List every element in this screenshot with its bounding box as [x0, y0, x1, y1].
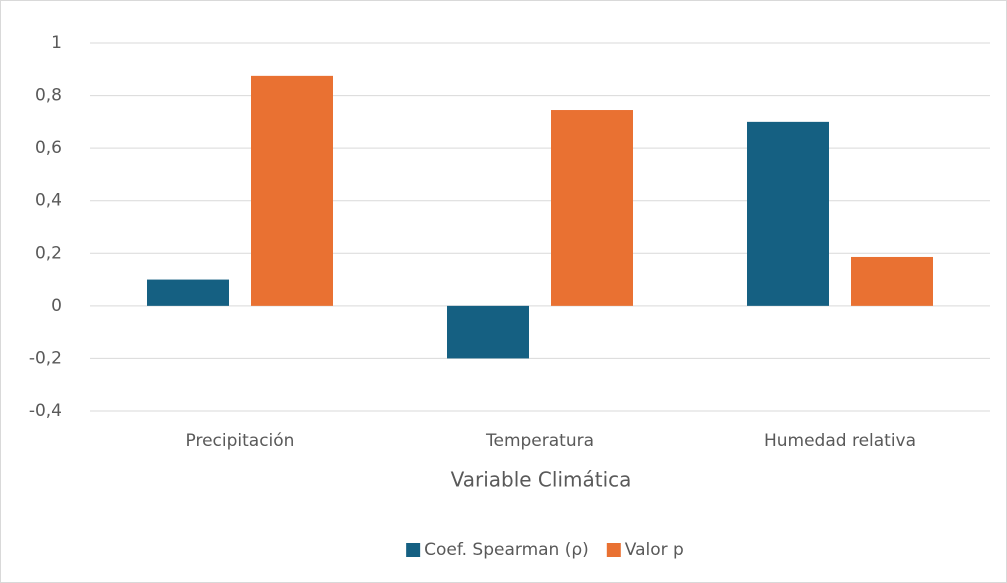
- x-tick-label: Temperatura: [485, 431, 594, 451]
- y-tick-label: 0,8: [35, 86, 62, 106]
- y-tick-label: 0,2: [35, 243, 62, 263]
- y-tick-label: -0,4: [29, 401, 62, 421]
- x-tick-label: Precipitación: [186, 431, 295, 451]
- legend-label: Valor p: [625, 540, 684, 560]
- bar: [551, 110, 633, 306]
- bar: [851, 256, 933, 306]
- bar: [447, 305, 529, 359]
- bar: [251, 75, 333, 306]
- y-tick-label: 0,4: [35, 191, 62, 211]
- y-tick-label: -0,2: [29, 348, 62, 368]
- y-tick-label: 1: [51, 33, 62, 53]
- x-tick-label: Humedad relativa: [764, 431, 916, 451]
- legend-label: Coef. Spearman (ρ): [424, 540, 589, 560]
- bar: [747, 121, 829, 306]
- legend-swatch: [406, 543, 421, 557]
- y-tick-label: 0,6: [35, 138, 62, 158]
- y-tick-label: 0: [51, 296, 62, 316]
- legend-swatch: [606, 543, 621, 557]
- bar: [147, 279, 229, 306]
- x-axis-title: Variable Climática: [451, 468, 632, 492]
